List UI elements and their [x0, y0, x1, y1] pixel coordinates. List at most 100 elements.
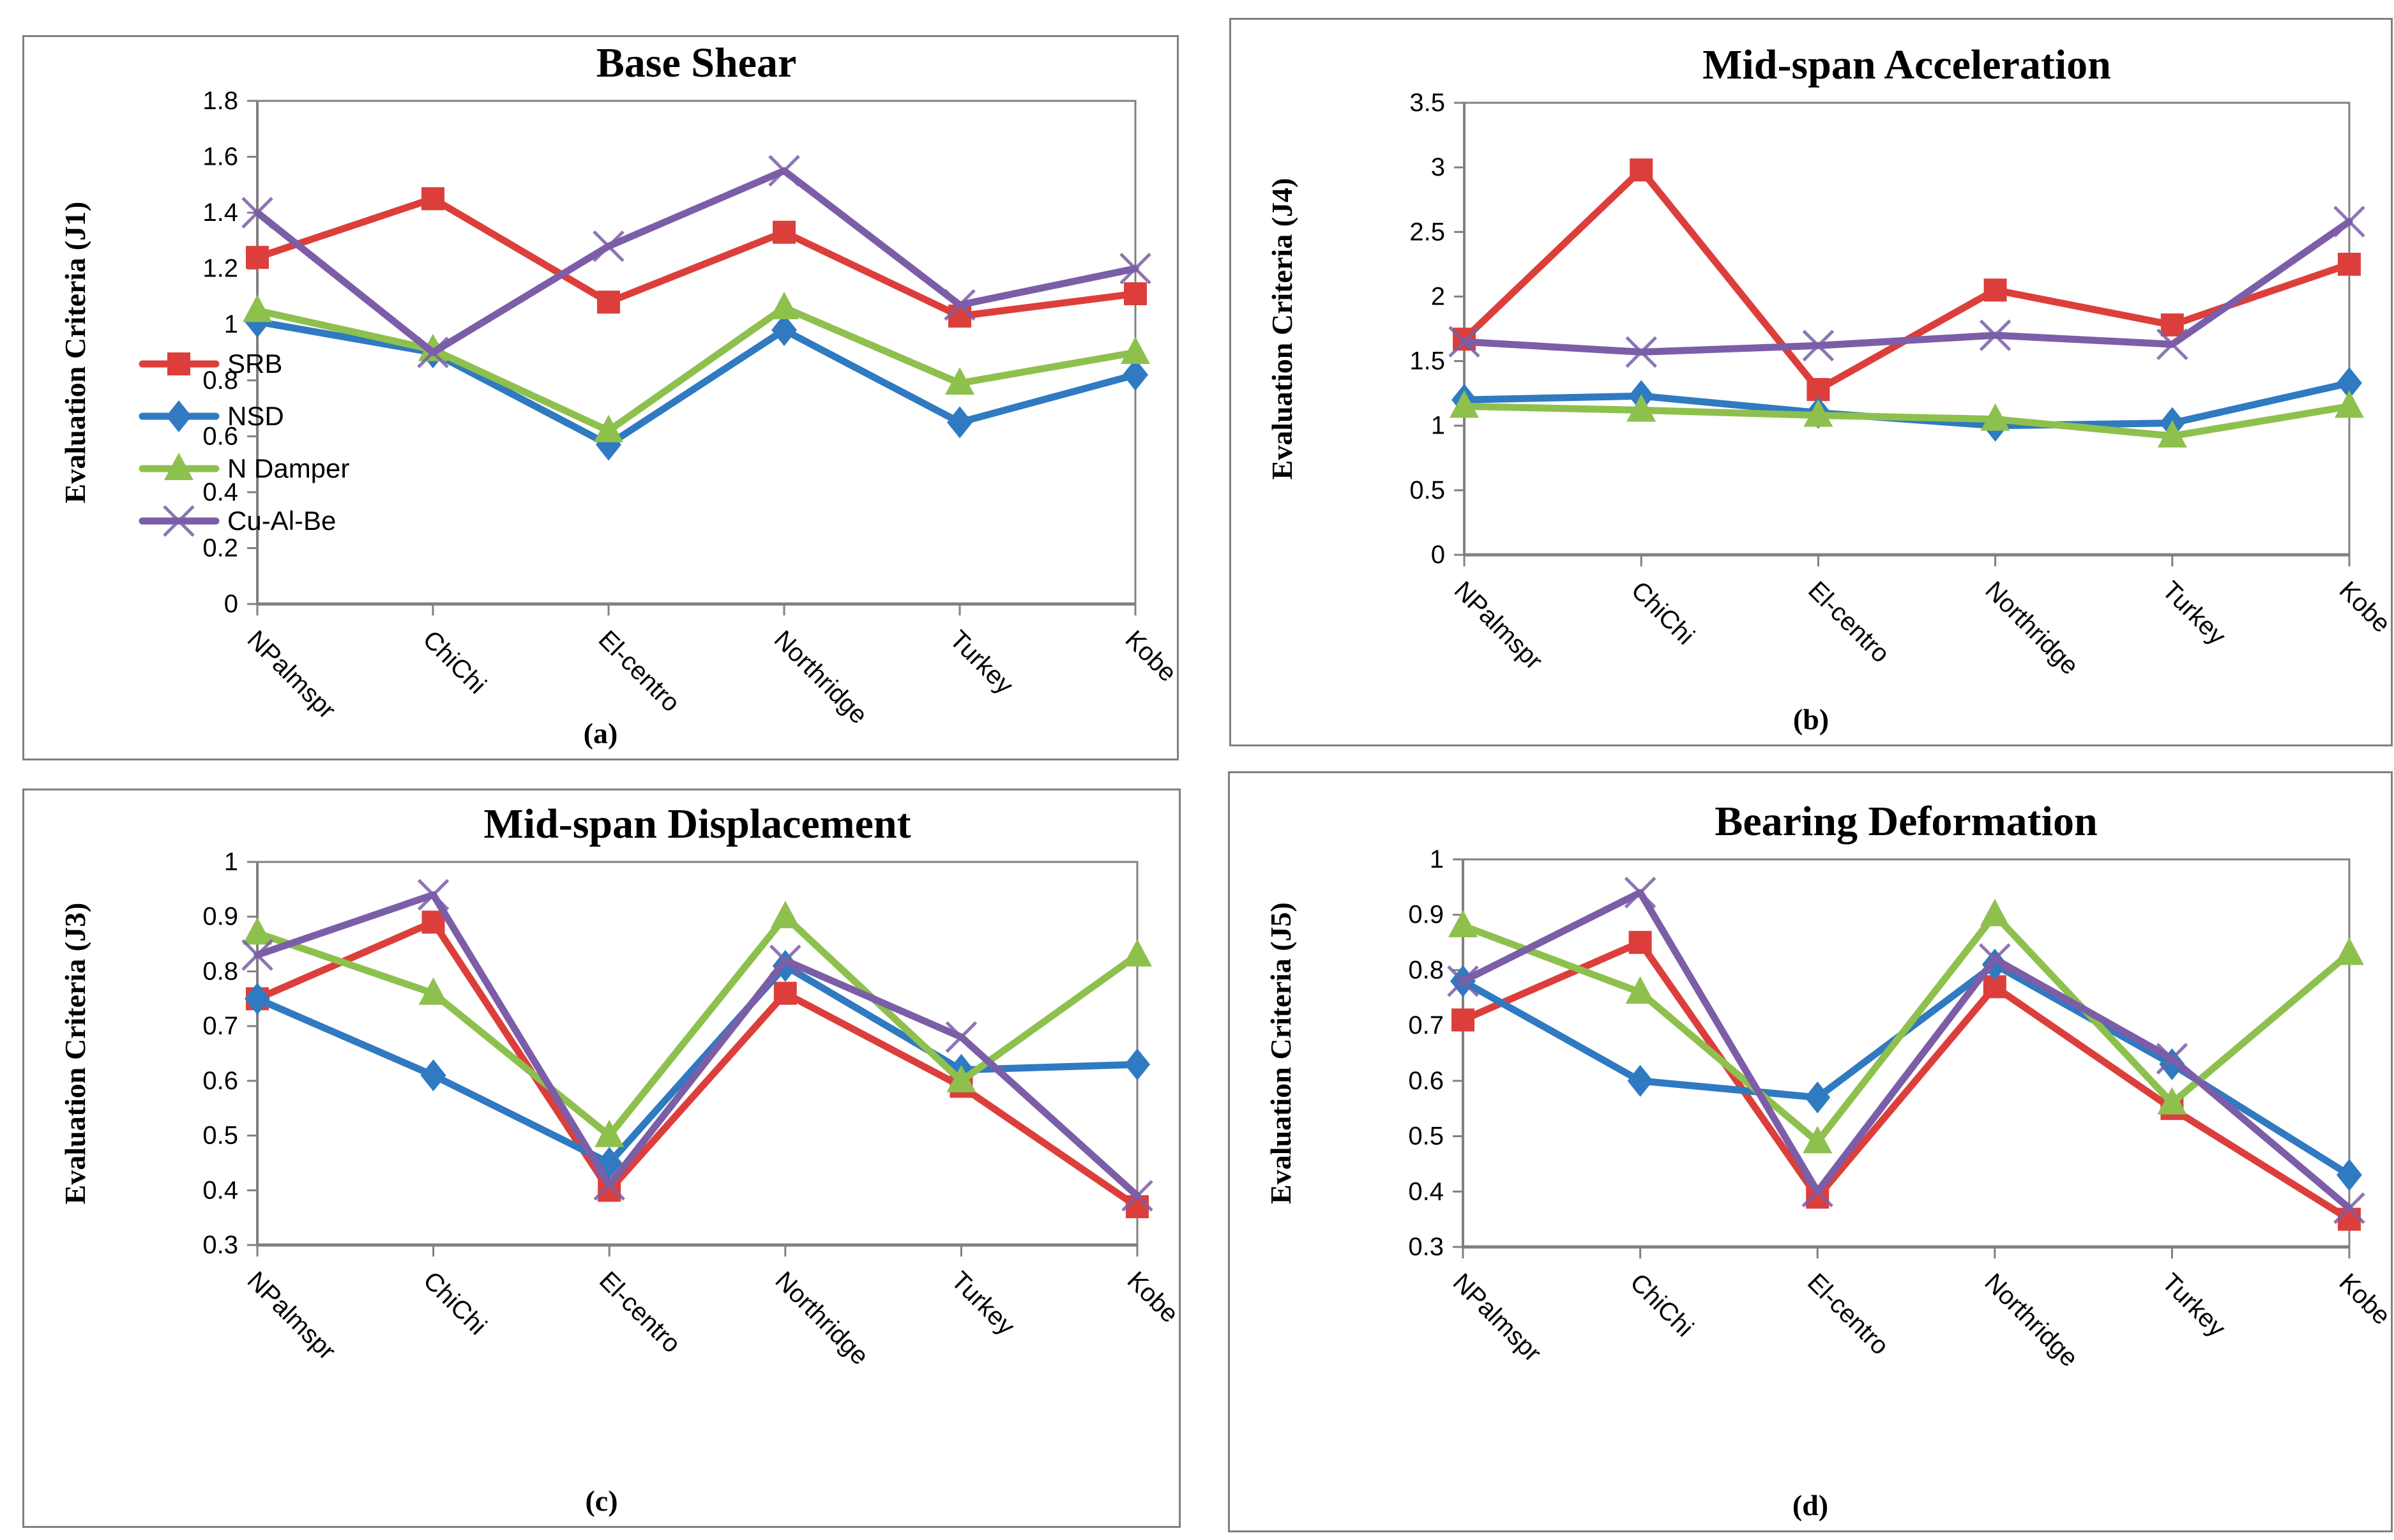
x-category-label: ChiChi	[1625, 1268, 1699, 1342]
chart-title: Mid-span Acceleration	[1702, 42, 2111, 88]
marker-triangle	[1980, 898, 2010, 926]
marker-x	[1979, 319, 2011, 351]
series-line	[254, 891, 1141, 1200]
marker-x	[593, 1168, 625, 1201]
marker-triangle	[594, 414, 623, 442]
marker-square	[597, 291, 620, 314]
y-tick-label: 0.8	[202, 957, 238, 985]
marker-triangle	[1121, 336, 1150, 364]
marker-x	[1625, 336, 1657, 368]
y-tick-label: 0.3	[1408, 1233, 1444, 1261]
x-category-label: NPalmspr	[1449, 576, 1548, 675]
marker-x	[1119, 252, 1151, 285]
marker-x	[1624, 877, 1656, 909]
marker-x	[1121, 1180, 1153, 1212]
marker-triangle	[418, 333, 448, 361]
marker-x	[768, 155, 800, 187]
marker-x	[945, 1021, 978, 1053]
marker-x	[769, 944, 801, 977]
marker-triangle	[2157, 1087, 2187, 1115]
y-tick-label: 1.2	[202, 255, 238, 283]
marker-diamond	[2159, 1048, 2185, 1080]
marker-triangle	[595, 1119, 625, 1147]
marker-triangle	[2157, 419, 2187, 448]
marker-square	[1983, 278, 2007, 302]
y-axis-title: Evaluation Criteria (J4)	[1266, 178, 1298, 480]
y-tick-label: 0.6	[1408, 1067, 1444, 1095]
marker-triangle	[2335, 390, 2364, 418]
marker-square	[1451, 1008, 1474, 1032]
marker-triangle	[243, 294, 272, 322]
y-tick-label: 0.9	[1408, 901, 1444, 929]
series-srb	[246, 187, 1147, 328]
y-tick-label: 1.5	[1409, 347, 1445, 375]
series-cu-al-be	[1447, 877, 2365, 1225]
marker-triangle	[1803, 1126, 1833, 1154]
marker-x	[2156, 328, 2188, 361]
marker-triangle	[1450, 390, 1479, 418]
marker-square	[2338, 252, 2361, 276]
series-srb	[1451, 931, 2361, 1231]
marker-x	[1447, 965, 1479, 997]
series-line	[254, 918, 1141, 1211]
y-tick-label: 1.4	[202, 199, 238, 227]
legend-item: SRB	[139, 349, 282, 379]
marker-x	[417, 879, 450, 911]
marker-triangle	[1625, 976, 1655, 1004]
marker-square	[2160, 313, 2184, 336]
y-tick-label: 0.2	[202, 534, 238, 562]
marker-triangle	[164, 453, 193, 480]
x-category-label: Northridge	[1980, 576, 2084, 680]
x-category-label: Northridge	[1979, 1268, 2083, 1372]
series-line	[254, 962, 1141, 1166]
x-category-label: Northridge	[769, 625, 873, 729]
marker-triangle	[770, 900, 800, 928]
legend-item: N Damper	[139, 453, 349, 483]
marker-triangle	[769, 291, 799, 319]
marker-diamond	[2337, 366, 2362, 399]
x-category-label: Turkey	[2156, 576, 2231, 651]
y-tick-label: 0.6	[202, 1067, 238, 1095]
marker-triangle	[946, 1064, 976, 1092]
y-tick-label: 0.9	[202, 903, 238, 931]
marker-x	[2333, 1192, 2365, 1225]
panel-caption: (d)	[1792, 1489, 1828, 1521]
x-category-label: ChiChi	[418, 625, 492, 699]
marker-triangle	[1448, 910, 1478, 938]
marker-diamond	[420, 1059, 446, 1092]
x-category-label: Kobe	[2334, 1268, 2391, 1330]
legend-label: Cu-Al-Be	[227, 506, 336, 536]
series-line	[1460, 166, 2353, 393]
marker-x	[2333, 206, 2365, 238]
y-axis-title: Evaluation Criteria (J3)	[59, 903, 91, 1205]
chart-panel-a: Base Shear 0 0.2 0.4 0.6 0.8 1 1.2 1.4 1.6 1.8 NPal…	[22, 35, 1179, 760]
series-n-damper	[243, 291, 1150, 442]
marker-triangle	[243, 917, 272, 945]
series-nsd	[245, 949, 1150, 1179]
panel-caption: (b)	[1793, 703, 1829, 736]
y-tick-label: 1.8	[202, 87, 238, 115]
marker-square	[773, 981, 797, 1005]
y-tick-label: 0.8	[1408, 956, 1444, 984]
marker-x	[241, 939, 273, 971]
marker-x	[1802, 329, 1835, 362]
y-tick-label: 3	[1431, 153, 1445, 181]
y-tick-label: 1	[224, 848, 238, 876]
y-tick-label: 0.5	[1409, 476, 1445, 504]
series-n-damper	[1448, 898, 2364, 1154]
x-category-label: ChiChi	[418, 1266, 492, 1340]
chart-a-svg: Base Shear 0 0.2 0.4 0.6 0.8 1 1.2 1.4 1.6 1.8 NPal…	[59, 40, 1177, 750]
y-tick-label: 0.8	[202, 366, 238, 395]
y-tick-label: 1	[224, 310, 238, 338]
x-category-label: El-centro	[594, 1266, 686, 1358]
x-category-label: El-centro	[1802, 1268, 1894, 1360]
y-tick-label: 0.7	[202, 1012, 238, 1040]
marker-x	[1448, 326, 1480, 358]
series-line	[1460, 218, 2353, 356]
y-axis-title: Evaluation Criteria (J5)	[1264, 902, 1297, 1204]
y-tick-label: 2.5	[1409, 218, 1445, 246]
series-line	[254, 195, 1139, 320]
y-tick-label: 0.5	[1408, 1122, 1444, 1151]
marker-x	[1979, 943, 2011, 975]
series-line	[254, 304, 1139, 435]
